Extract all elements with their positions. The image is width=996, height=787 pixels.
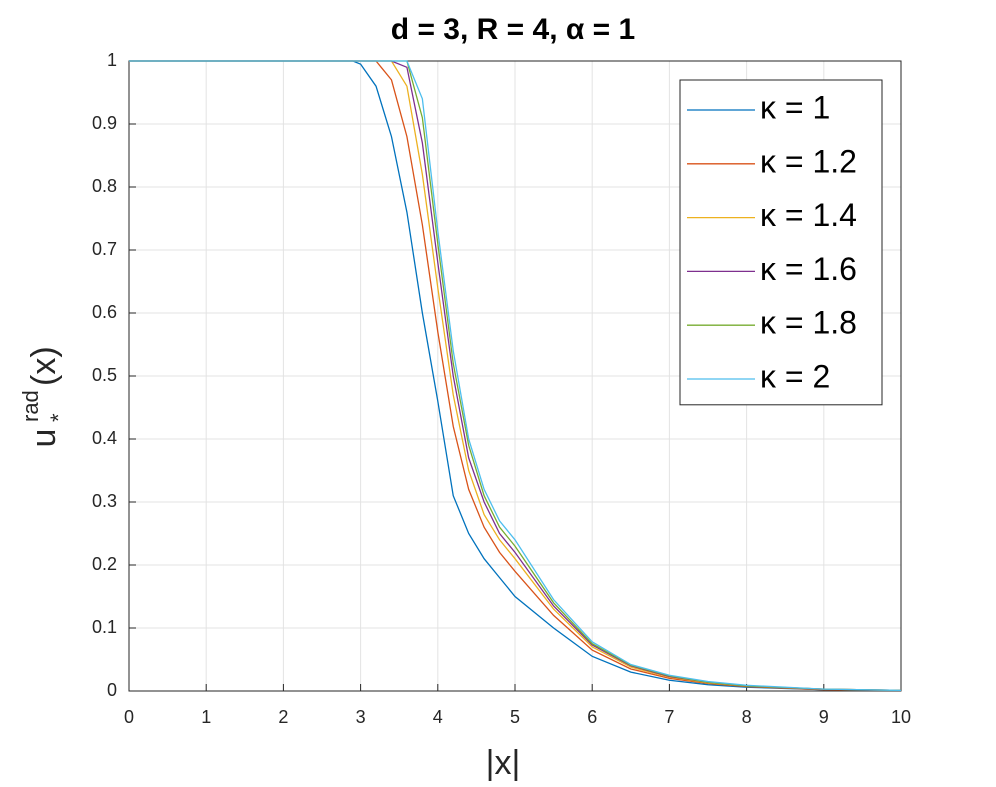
y-label-argument: (x)	[25, 346, 63, 386]
x-tick-label: 7	[664, 707, 674, 727]
x-tick-label: 5	[510, 707, 520, 727]
legend-label: κ = 1.6	[760, 251, 857, 287]
y-tick-label: 0.7	[92, 239, 117, 259]
plot-frame	[128, 60, 902, 692]
y-label-superscript: rad	[18, 390, 43, 422]
data-line	[129, 60, 902, 692]
y-tick-label: 0.3	[92, 491, 117, 511]
chart-title: d = 3, R = 4, α = 1	[391, 13, 635, 46]
y-tick-label: 0.9	[92, 113, 117, 133]
legend-label: κ = 1.4	[760, 197, 857, 233]
y-axis-label: u rad * (x)	[18, 346, 71, 447]
y-tick-label: 0.2	[92, 554, 117, 574]
x-tick-label: 2	[278, 707, 288, 727]
y-label-main: u	[25, 429, 63, 448]
legend-label: κ = 1.2	[760, 143, 857, 179]
y-tick-label: 1	[107, 50, 117, 70]
y-tick-label: 0.4	[92, 428, 117, 448]
data-line	[129, 60, 902, 692]
legend-label: κ = 1.8	[760, 305, 857, 341]
x-tick-label: 0	[124, 707, 134, 727]
x-tick-label: 10	[891, 707, 911, 727]
y-tick-label: 0.1	[92, 617, 117, 637]
x-axis-label: |x|	[486, 744, 521, 782]
x-tick-label: 6	[587, 707, 597, 727]
x-tick-label: 9	[819, 707, 829, 727]
x-tick-label: 4	[433, 707, 443, 727]
x-tick-label: 8	[742, 707, 752, 727]
y-tick-label: 0.8	[92, 176, 117, 196]
y-tick-label: 0.5	[92, 365, 117, 385]
legend-box	[679, 79, 883, 406]
legend-label: κ = 2	[760, 358, 830, 394]
x-tick-label: 1	[201, 707, 211, 727]
y-label-subscript: *	[46, 413, 71, 422]
legend-label: κ = 1	[760, 89, 830, 125]
x-tick-label: 3	[356, 707, 366, 727]
y-tick-label: 0	[107, 680, 117, 700]
y-tick-label: 0.6	[92, 302, 117, 322]
